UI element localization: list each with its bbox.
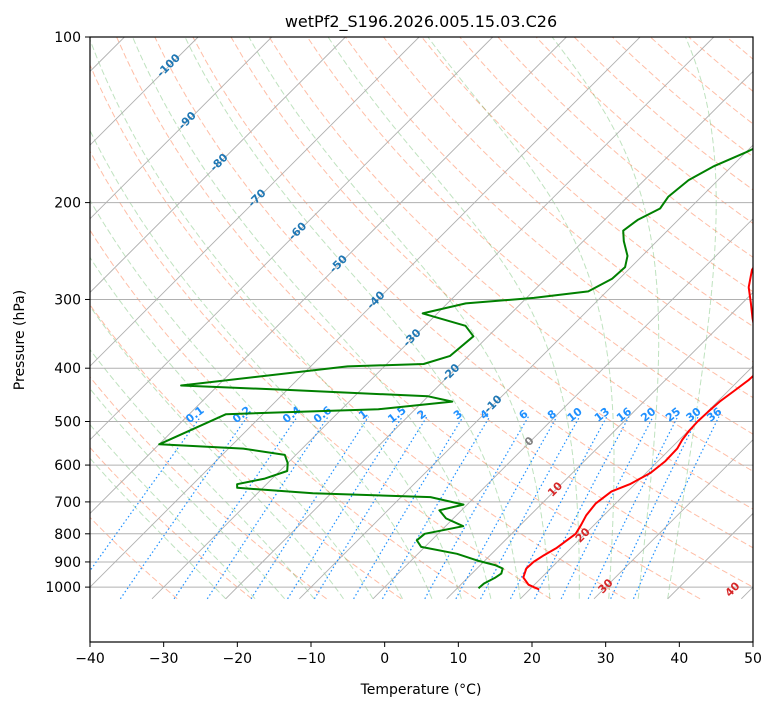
x-tick-label: 30 xyxy=(597,651,615,667)
y-tick-label: 700 xyxy=(54,495,81,511)
x-axis-label: Temperature (°C) xyxy=(360,682,482,698)
chart-title: wetPf2_S196.2026.005.15.03.C26 xyxy=(285,12,557,32)
y-tick-label: 200 xyxy=(54,196,81,212)
y-axis-label: Pressure (hPa) xyxy=(12,290,28,390)
y-tick-label: 500 xyxy=(54,415,81,431)
y-tick-label: 400 xyxy=(54,361,81,377)
y-tick-label: 800 xyxy=(54,527,81,543)
y-tick-label: 1000 xyxy=(45,580,81,596)
y-tick-label: 900 xyxy=(54,555,81,571)
x-tick-label: 50 xyxy=(744,651,762,667)
x-tick-label: −20 xyxy=(223,651,253,667)
x-tick-label: 20 xyxy=(523,651,541,667)
x-tick-label: 40 xyxy=(670,651,688,667)
y-tick-label: 100 xyxy=(54,30,81,46)
x-tick-label: −30 xyxy=(149,651,179,667)
x-tick-label: 10 xyxy=(449,651,467,667)
y-tick-label: 600 xyxy=(54,458,81,474)
x-tick-label: −10 xyxy=(296,651,326,667)
x-tick-label: 0 xyxy=(380,651,389,667)
x-tick-label: −40 xyxy=(75,651,105,667)
y-tick-label: 300 xyxy=(54,292,81,308)
